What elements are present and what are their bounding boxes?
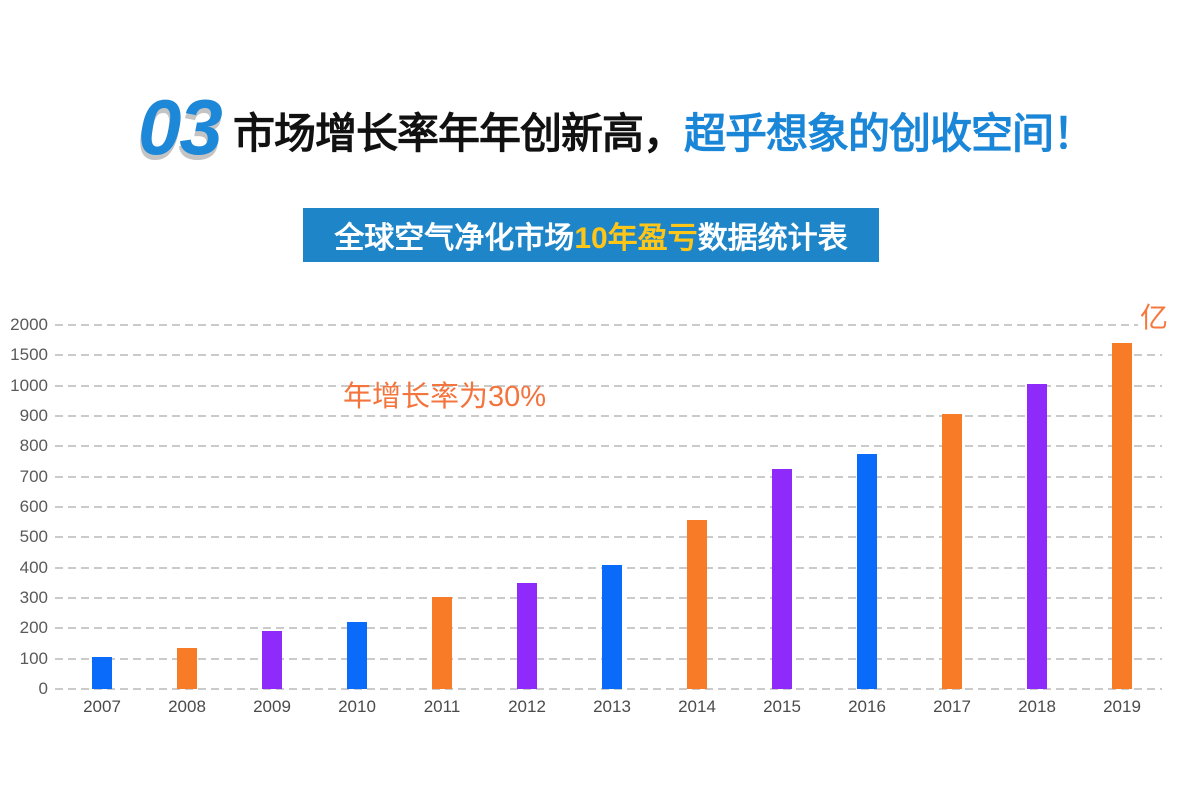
y-axis-tick-label: 2000 bbox=[10, 315, 48, 334]
banner-highlight: 10年盈亏 bbox=[574, 222, 698, 255]
x-axis-tick-label: 2009 bbox=[253, 697, 291, 716]
x-axis-tick-label: 2013 bbox=[593, 697, 631, 716]
bar-2010 bbox=[347, 622, 367, 689]
y-axis-tick-label: 0 bbox=[38, 679, 48, 698]
bar-2014 bbox=[687, 520, 707, 689]
y-axis-tick-label: 1500 bbox=[10, 345, 48, 365]
gridline bbox=[55, 354, 1162, 357]
gridline bbox=[55, 384, 1162, 387]
section-number: 03 bbox=[138, 83, 223, 171]
x-axis-tick-label: 2011 bbox=[423, 697, 461, 716]
y-axis-tick-label: 200 bbox=[19, 618, 48, 638]
x-axis-tick-label: 2007 bbox=[83, 697, 121, 716]
gridline bbox=[55, 475, 1162, 478]
banner-text-before: 全球空气净化市场 bbox=[334, 222, 575, 255]
x-axis-tick-label: 2012 bbox=[508, 697, 546, 716]
banner-text-after: 数据统计表 bbox=[697, 222, 848, 255]
bar-2015 bbox=[772, 469, 792, 689]
y-axis-tick-label: 600 bbox=[19, 497, 48, 516]
bar-2009 bbox=[262, 630, 282, 689]
y-axis-tick-label: 500 bbox=[19, 527, 48, 547]
bar-2011 bbox=[432, 597, 452, 689]
y-axis-tick-label: 1000 bbox=[10, 375, 48, 395]
gridline bbox=[55, 445, 1162, 448]
gridline bbox=[55, 688, 1162, 690]
gridline bbox=[55, 536, 1162, 539]
y-axis-tick-label: 700 bbox=[19, 466, 48, 486]
y-axis-tick-label: 900 bbox=[19, 406, 48, 425]
y-axis-tick-label: 300 bbox=[19, 588, 48, 607]
bar-2013 bbox=[602, 565, 622, 689]
x-axis-tick-label: 2017 bbox=[933, 697, 971, 716]
x-axis-tick-label: 2019 bbox=[1103, 697, 1141, 716]
bar-2016 bbox=[857, 453, 877, 689]
x-axis-tick-label: 2010 bbox=[338, 697, 376, 716]
page-title: 市场增长率年年创新高，超乎想象的创收空间！ bbox=[233, 110, 1095, 158]
x-axis-tick-label: 2008 bbox=[168, 697, 206, 716]
page-title-blue: 超乎想象的创收空间！ bbox=[684, 110, 1095, 157]
x-axis-tick-label: 2016 bbox=[848, 697, 886, 716]
y-axis-tick-label: 100 bbox=[19, 648, 48, 668]
x-axis-tick-label: 2014 bbox=[678, 697, 716, 716]
bar-2012 bbox=[517, 583, 537, 689]
chart-title-banner: 全球空气净化市场 10年盈亏 数据统计表 bbox=[303, 208, 879, 262]
y-axis-unit-label: 亿 bbox=[1138, 302, 1171, 334]
y-axis-tick-label: 800 bbox=[19, 436, 48, 456]
bar-2018 bbox=[1027, 383, 1047, 689]
bar-2008 bbox=[177, 648, 197, 689]
x-axis-tick-label: 2015 bbox=[763, 697, 801, 716]
gridline bbox=[55, 506, 1162, 508]
y-axis-tick-label: 400 bbox=[19, 557, 48, 577]
page-title-black: 市场增长率年年创新高， bbox=[233, 110, 685, 157]
gridline bbox=[55, 415, 1162, 417]
bar-2007 bbox=[92, 657, 112, 689]
bar-2019 bbox=[1112, 342, 1132, 689]
x-axis-tick-label: 2018 bbox=[1018, 697, 1056, 716]
growth-rate-annotation: 年增长率为30% bbox=[343, 381, 547, 413]
gridline bbox=[55, 324, 1162, 326]
bar-2017 bbox=[942, 414, 962, 689]
